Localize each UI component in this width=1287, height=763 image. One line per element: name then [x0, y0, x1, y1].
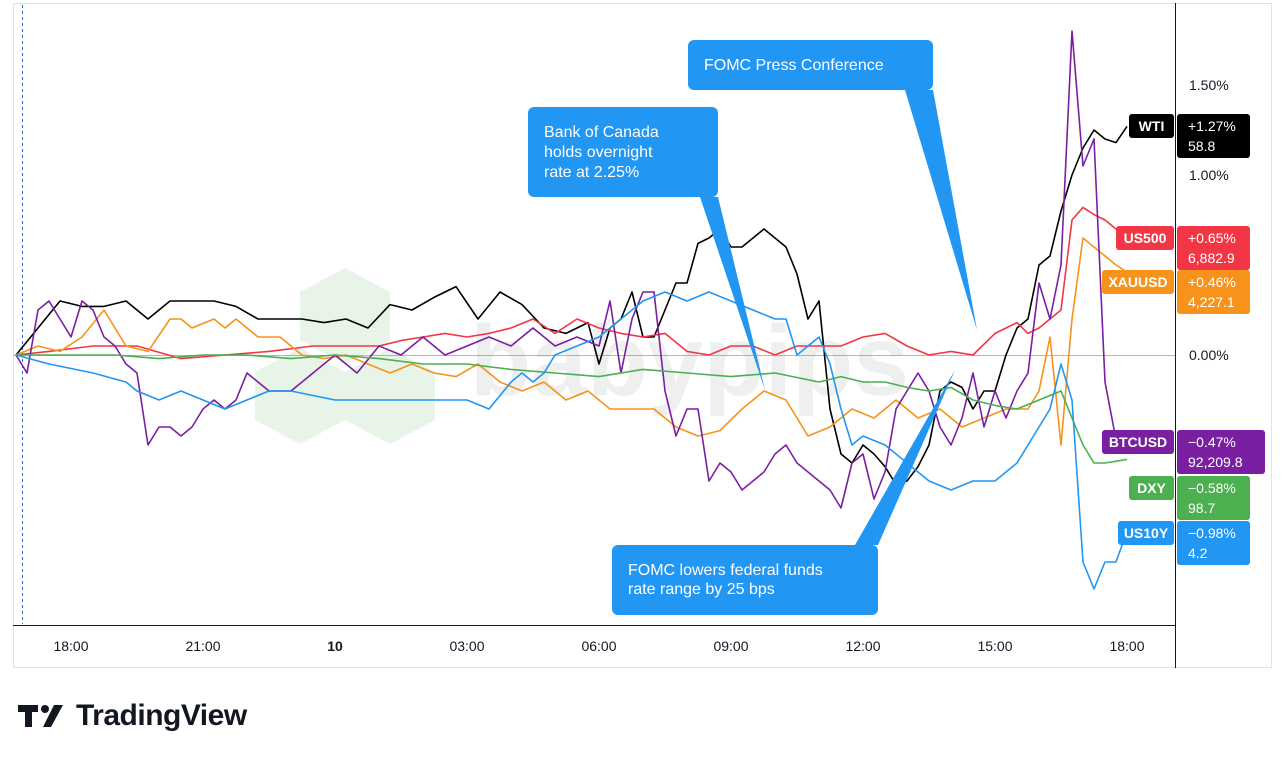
price-tag-wti[interactable]: WTI +1.27% 58.8 — [1129, 114, 1250, 158]
last-price: 6,882.9 — [1188, 250, 1235, 266]
callout-text-line: holds overnight — [544, 144, 653, 161]
chart-border — [13, 3, 1272, 668]
value-badge — [1177, 430, 1265, 474]
percent-change: +1.27% — [1188, 118, 1236, 134]
price-tags-layer: WTI +1.27% 58.8 US500 +0.65% 6,882.9 XAUUSD +0.… — [1102, 114, 1265, 565]
price-tag-dxy[interactable]: DXY −0.58% 98.7 — [1129, 476, 1250, 520]
percent-change: −0.98% — [1188, 525, 1236, 541]
percent-change: −0.47% — [1188, 434, 1236, 450]
symbol-name: XAUUSD — [1108, 274, 1167, 290]
value-badge — [1177, 476, 1250, 520]
callout-text-line: FOMC lowers federal funds — [628, 562, 823, 579]
series-line-us10y[interactable] — [15, 291, 1128, 590]
tradingview-logo-icon — [18, 705, 63, 727]
value-badge — [1177, 114, 1250, 158]
callout-box — [688, 40, 933, 90]
callout-text-line: rate at 2.25% — [544, 164, 639, 181]
callout-1: FOMC Press Conference — [688, 40, 977, 330]
last-price: 4.2 — [1188, 545, 1208, 561]
last-price: 92,209.8 — [1188, 454, 1243, 470]
symbol-name: WTI — [1139, 118, 1165, 134]
babypips-watermark: babypips — [255, 268, 909, 444]
x-tick-label: 09:00 — [713, 638, 748, 654]
callout-box — [528, 107, 718, 197]
chart-container[interactable]: babypips FOMC Press Conference Bank of Ca… — [0, 0, 1287, 670]
symbol-badge — [1129, 114, 1174, 138]
callout-2: Bank of Canada holds overnight rate at 2.2… — [528, 107, 765, 390]
callout-text-line: FOMC Press Conference — [704, 57, 884, 74]
callout-3: FOMC lowers federal funds rate range by 2… — [612, 370, 955, 615]
value-badge — [1177, 226, 1250, 270]
symbol-badge — [1129, 476, 1174, 500]
percent-change: −0.58% — [1188, 480, 1236, 496]
series-line-us500[interactable] — [15, 206, 1128, 360]
symbol-name: US10Y — [1124, 525, 1169, 541]
ticks-layer: 18:00 21:00 10 03:00 06:00 09:00 12:00 15:00 18:… — [53, 77, 1228, 654]
symbol-badge — [1102, 270, 1174, 294]
last-price: 98.7 — [1188, 500, 1215, 516]
watermark-text: babypips — [470, 305, 909, 417]
price-tag-us500[interactable]: US500 +0.65% 6,882.9 — [1116, 226, 1250, 270]
last-price: 58.8 — [1188, 138, 1215, 154]
chart-svg[interactable]: babypips FOMC Press Conference Bank of Ca… — [0, 0, 1287, 670]
callouts-layer: FOMC Press Conference Bank of Canada holds… — [528, 40, 977, 615]
y-tick-label: 1.00% — [1189, 167, 1229, 183]
value-badge — [1177, 521, 1250, 565]
callout-box — [612, 545, 878, 615]
brand-name: TradingView — [76, 699, 247, 732]
y-tick-label: 0.00% — [1189, 347, 1229, 363]
price-tag-xauusd[interactable]: XAUUSD +0.46% 4,227.1 — [1102, 270, 1250, 314]
series-line-dxy[interactable] — [16, 354, 1128, 464]
x-tick-label: 21:00 — [185, 638, 220, 654]
x-tick-label: 12:00 — [845, 638, 880, 654]
callout-text-line: rate range by 25 bps — [628, 581, 775, 598]
percent-change: +0.46% — [1188, 274, 1236, 290]
tradingview-brand[interactable]: TradingView — [18, 698, 247, 734]
x-tick-label: 03:00 — [449, 638, 484, 654]
y-tick-label: 1.50% — [1189, 77, 1229, 93]
symbol-name: DXY — [1137, 480, 1166, 496]
value-badge — [1177, 270, 1250, 314]
symbol-badge — [1118, 521, 1174, 545]
x-tick-label: 15:00 — [977, 638, 1012, 654]
x-tick-label: 06:00 — [581, 638, 616, 654]
callout-text-line: Bank of Canada — [544, 124, 659, 141]
last-price: 4,227.1 — [1188, 294, 1235, 310]
x-tick-label: 18:00 — [1109, 638, 1144, 654]
price-tag-btcusd[interactable]: BTCUSD −0.47% 92,209.8 — [1102, 430, 1265, 474]
x-tick-label: 18:00 — [53, 638, 88, 654]
series-line-btcusd[interactable] — [15, 30, 1117, 509]
symbol-name: BTCUSD — [1109, 434, 1167, 450]
symbol-name: US500 — [1124, 230, 1167, 246]
price-tag-us10y[interactable]: US10Y −0.98% 4.2 — [1118, 521, 1250, 565]
symbol-badge — [1102, 430, 1174, 454]
symbol-badge — [1116, 226, 1174, 250]
x-tick-label: 10 — [327, 638, 343, 654]
percent-change: +0.65% — [1188, 230, 1236, 246]
